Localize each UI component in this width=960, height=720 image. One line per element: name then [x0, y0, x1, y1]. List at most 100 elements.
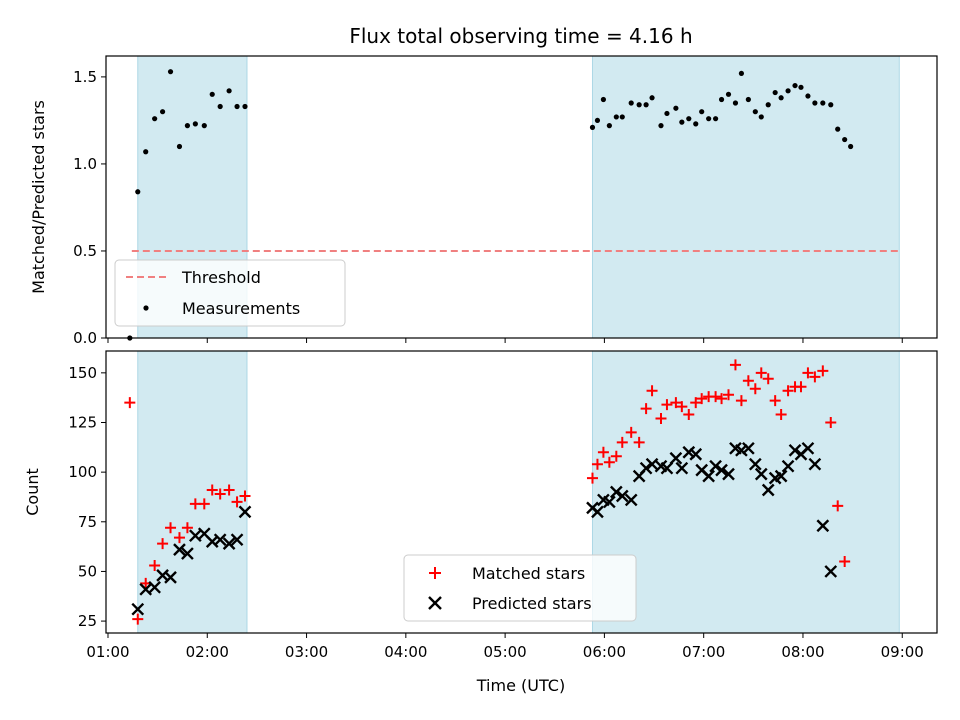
measurement-point — [745, 96, 751, 103]
legend-threshold-label: Threshold — [181, 268, 261, 287]
predicted-star-point — [213, 533, 227, 547]
predicted-star-point — [222, 537, 236, 550]
measurement-point — [628, 100, 634, 106]
legend-matched-marker — [429, 567, 441, 579]
measurement-point — [242, 103, 248, 110]
predicted-star-point — [722, 467, 735, 481]
predicted-star-point — [808, 457, 822, 471]
matched-star-point — [157, 538, 169, 550]
measurement-point — [718, 96, 725, 103]
predicted-star-point — [181, 547, 194, 560]
matched-star-point — [729, 359, 741, 371]
measurement-point — [758, 114, 764, 120]
y-tick-label: 25 — [78, 612, 97, 630]
measurement-point — [673, 105, 679, 111]
matched-star-point — [591, 458, 603, 470]
x-tick-label: 09:00 — [881, 643, 924, 661]
predicted-star-point — [603, 495, 616, 509]
matched-star-point — [683, 409, 695, 421]
x-tick-label: 05:00 — [484, 643, 527, 661]
y-tick-label: 50 — [78, 562, 97, 580]
predicted-star-point — [788, 443, 802, 457]
matched-star-point — [625, 426, 637, 438]
measurement-point — [658, 123, 664, 129]
measurement-point — [792, 82, 798, 89]
measurement-point — [159, 109, 166, 115]
y-axis-label-count: Count — [23, 468, 42, 516]
y-axis-label-ratio: Matched/Predicted stars — [29, 100, 48, 294]
matched-star-point — [597, 446, 609, 458]
matched-star-point — [206, 484, 218, 496]
measurement-point — [135, 189, 141, 195]
measurement-point — [738, 70, 745, 77]
predicted-star-point — [709, 459, 722, 473]
matched-star-point — [696, 393, 708, 405]
plot-frame — [105, 350, 938, 634]
matched-star-point — [690, 397, 702, 409]
predicted-star-point — [761, 483, 775, 497]
plot-frame — [105, 55, 938, 339]
matched-star-point — [610, 450, 622, 462]
predicted-star-point — [675, 461, 689, 475]
matched-star-point — [165, 522, 177, 534]
matched-star-point — [181, 522, 193, 534]
predicted-star-point — [781, 459, 795, 473]
measurement-point — [192, 121, 198, 127]
measurement-point — [613, 114, 619, 120]
predicted-star-point — [801, 441, 815, 455]
matched-star-point — [762, 373, 774, 385]
matched-star-point — [817, 365, 829, 377]
predicted-star-point — [669, 451, 683, 465]
legend-ratio: Threshold Measurements — [114, 259, 346, 327]
measurement-point — [664, 110, 670, 117]
measurement-point — [848, 143, 854, 150]
matched-star-point — [742, 375, 754, 387]
matched-star-point — [239, 490, 251, 502]
measurement-point — [772, 89, 778, 96]
measurement-point — [209, 91, 215, 97]
matched-star-point — [214, 488, 226, 500]
measurement-point — [765, 102, 771, 108]
measurement-point — [712, 116, 719, 122]
y-tick-label: 1.0 — [73, 155, 97, 173]
measurement-point — [798, 84, 804, 90]
matched-star-point — [223, 484, 235, 496]
x-tick-label: 02:00 — [186, 643, 229, 661]
measurement-point — [785, 88, 791, 94]
matched-star-point — [586, 472, 598, 484]
measurement-point — [176, 143, 183, 150]
matched-star-point — [661, 399, 673, 411]
matched-star-point — [769, 395, 781, 407]
predicted-star-point — [660, 461, 674, 475]
matched-star-point — [825, 416, 837, 428]
measurement-point — [606, 123, 612, 129]
measurement-point — [600, 96, 607, 103]
matched-star-point — [655, 413, 667, 425]
y-tick-label: 1.5 — [73, 68, 97, 86]
y-tick-label: 0.5 — [73, 242, 97, 260]
predicted-star-point — [148, 580, 161, 594]
matched-star-point — [735, 395, 747, 407]
legend-count: Matched stars Predicted stars — [403, 554, 637, 622]
predicted-star-point — [615, 489, 629, 503]
matched-star-point — [198, 498, 210, 510]
matched-star-point — [616, 436, 628, 448]
measurement-point — [693, 121, 699, 127]
measurement-point — [820, 100, 826, 106]
measurement-point — [152, 116, 158, 122]
matched-star-point — [676, 401, 688, 413]
legend-predicted-marker — [428, 596, 442, 610]
predicted-star-point — [609, 485, 623, 499]
x-tick-label: 01:00 — [86, 643, 129, 661]
x-tick-label: 03:00 — [285, 643, 328, 661]
measurement-point — [679, 119, 685, 125]
y-tick-label: 0.0 — [73, 329, 97, 347]
measurement-point — [594, 117, 601, 124]
measurement-point — [184, 123, 191, 129]
matched-star-point — [749, 383, 761, 395]
predicted-star-point — [715, 463, 728, 477]
x-tick-label: 04:00 — [384, 643, 427, 661]
predicted-star-point — [164, 571, 177, 584]
y-tick-label: 75 — [78, 513, 97, 531]
